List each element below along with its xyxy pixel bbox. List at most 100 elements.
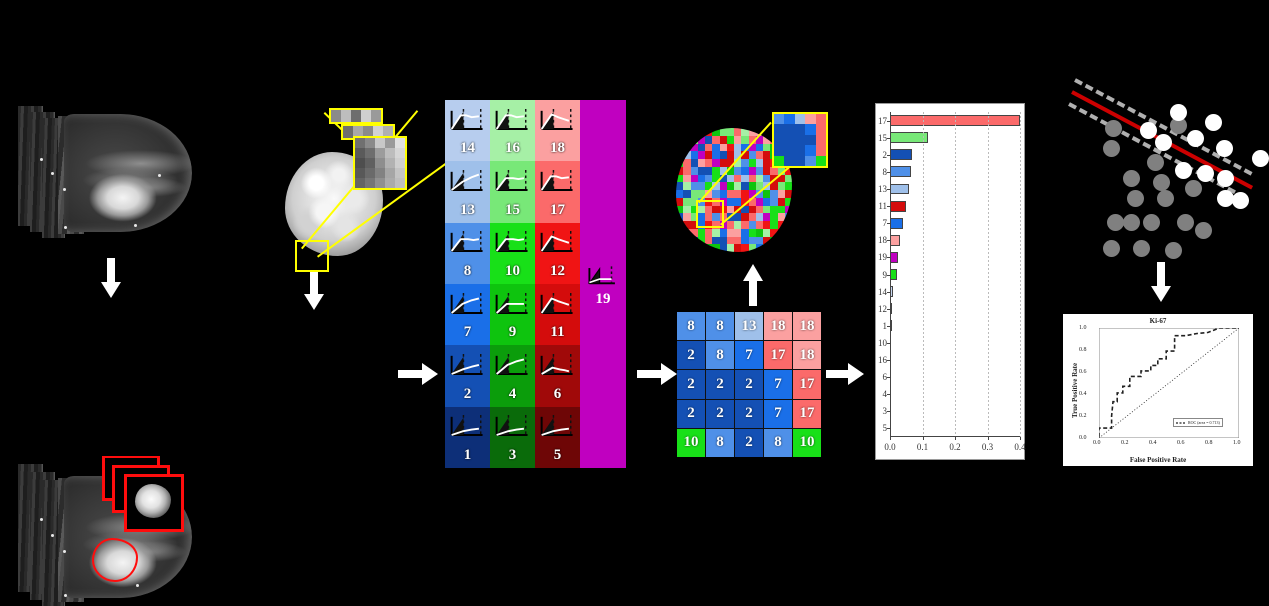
habitat-voxel	[697, 166, 705, 175]
habitat-voxel	[719, 135, 727, 144]
habitat-voxel	[763, 205, 771, 214]
bar-11[interactable]	[890, 200, 906, 212]
cluster-label: 12	[550, 262, 565, 279]
cluster-cell-3[interactable]: 3	[490, 406, 535, 468]
voxel-pixel	[365, 138, 375, 148]
roc-x-tick: 0.8	[1205, 440, 1213, 446]
cluster-cell-16[interactable]: 16	[490, 100, 535, 162]
matrix-cell[interactable]: 18	[793, 341, 821, 370]
curve-icon	[495, 170, 528, 191]
habitat-voxel	[676, 244, 684, 252]
panel-mri-segmented	[18, 456, 218, 606]
cluster-cell-15[interactable]: 15	[490, 161, 535, 223]
marker-dot	[40, 518, 43, 521]
habitat-voxel	[777, 197, 785, 206]
matrix-cell[interactable]: 8	[764, 428, 792, 457]
matrix-cell[interactable]: 13	[735, 312, 763, 341]
habitat-voxel	[763, 159, 771, 167]
cluster-cell-10[interactable]: 10	[490, 222, 535, 284]
matrix-cell[interactable]: 2	[735, 399, 763, 428]
voxel-pixel	[355, 158, 365, 168]
cluster-cell-6[interactable]: 6	[535, 345, 580, 407]
matrix-cell[interactable]: 2	[677, 370, 705, 399]
habitat-voxel	[676, 228, 684, 237]
arrow-svm-to-roc	[1150, 262, 1172, 302]
matrix-cell[interactable]: 2	[735, 370, 763, 399]
bar-category-label: 19	[878, 252, 887, 263]
habitat-voxel	[741, 190, 749, 198]
habitat-voxel	[734, 197, 742, 206]
roc-legend: ROC (area = 0.713)	[1173, 418, 1223, 427]
matrix-cell[interactable]: 7	[764, 370, 792, 399]
breast-tissue	[64, 114, 192, 232]
roc-x-axis-label: False Positive Rate	[1129, 456, 1187, 464]
zoom-voxel	[794, 155, 806, 166]
bar-8[interactable]	[890, 166, 911, 178]
cluster-cell-11[interactable]: 11	[535, 283, 580, 346]
habitat-voxel	[741, 244, 749, 252]
matrix-cell[interactable]: 17	[764, 341, 792, 370]
cluster-cell-1[interactable]: 1	[445, 406, 490, 468]
habitat-voxel	[690, 205, 698, 214]
cluster-cell-7[interactable]: 7	[445, 283, 490, 346]
habitat-voxel	[690, 174, 698, 183]
matrix-cell[interactable]: 7	[735, 341, 763, 370]
cluster-cell-14[interactable]: 14	[445, 100, 490, 162]
habitat-voxel	[690, 244, 698, 252]
curve-icon	[495, 292, 528, 314]
matrix-cell[interactable]: 18	[764, 312, 792, 341]
cluster-cell-17[interactable]: 17	[535, 161, 580, 223]
bar-axis-tick	[887, 291, 890, 293]
curve-icon	[450, 231, 483, 253]
habitat-voxel	[748, 244, 756, 252]
matrix-cell[interactable]: 2	[706, 370, 734, 399]
bar-13[interactable]	[890, 183, 909, 195]
habitat-voxel	[697, 151, 705, 159]
bar-7[interactable]	[890, 217, 903, 229]
cluster-cell-4[interactable]: 4	[490, 345, 535, 407]
bar-2[interactable]	[890, 149, 913, 161]
habitat-voxel	[741, 128, 749, 136]
cluster-cell-5[interactable]: 5	[535, 406, 580, 468]
habitat-voxel	[683, 143, 691, 152]
habitat-voxel	[741, 236, 749, 245]
panel-habitat-matrix: 8 8 13 18 18 2 8 7 17 18 2 2 2 7 17 2 2 2 7 17 10 8 2 8 10	[677, 312, 821, 457]
habitat-voxel	[719, 159, 727, 167]
bar-9[interactable]	[890, 269, 897, 280]
matrix-cell[interactable]: 2	[735, 428, 763, 457]
cluster-cell-13[interactable]: 13	[445, 161, 490, 223]
matrix-cell[interactable]: 7	[764, 399, 792, 428]
matrix-cell[interactable]: 2	[677, 341, 705, 370]
matrix-cell[interactable]: 8	[706, 341, 734, 370]
bar-18[interactable]	[890, 234, 901, 246]
habitat-voxel	[697, 221, 705, 229]
matrix-cell[interactable]: 8	[706, 428, 734, 457]
matrix-cell[interactable]: 2	[677, 399, 705, 428]
cluster-cell-8[interactable]: 8	[445, 222, 490, 284]
x-axis-label: 0.1	[916, 442, 929, 452]
cluster-label: 19	[595, 290, 611, 307]
matrix-cell[interactable]: 17	[793, 399, 821, 428]
arrow-to-feature-importance	[826, 362, 864, 386]
matrix-cell[interactable]: 2	[706, 399, 734, 428]
cluster-label: 10	[505, 262, 520, 279]
matrix-cell[interactable]: 18	[793, 312, 821, 341]
svm-point-class-a	[1155, 134, 1172, 151]
matrix-cell[interactable]: 8	[706, 312, 734, 341]
matrix-cell[interactable]: 17	[793, 370, 821, 399]
bar-category-label: 18	[878, 235, 887, 246]
matrix-cell[interactable]: 10	[677, 428, 705, 457]
cluster-cell-2[interactable]: 2	[445, 345, 490, 407]
matrix-cell[interactable]: 8	[677, 312, 705, 341]
habitat-voxel	[748, 143, 756, 152]
bar-19[interactable]	[890, 251, 899, 263]
cluster-cell-12[interactable]: 12	[535, 222, 580, 284]
marker-dot	[51, 172, 54, 175]
cluster-cell-18[interactable]: 18	[535, 100, 580, 162]
cluster-cell-19[interactable]: 19	[580, 100, 626, 468]
matrix-cell[interactable]: 10	[793, 428, 821, 457]
cluster-cell-9[interactable]: 9	[490, 283, 535, 346]
voxel-pixel	[365, 168, 375, 178]
bar-category-label: 6	[882, 372, 888, 383]
habitat-voxel	[683, 213, 691, 221]
